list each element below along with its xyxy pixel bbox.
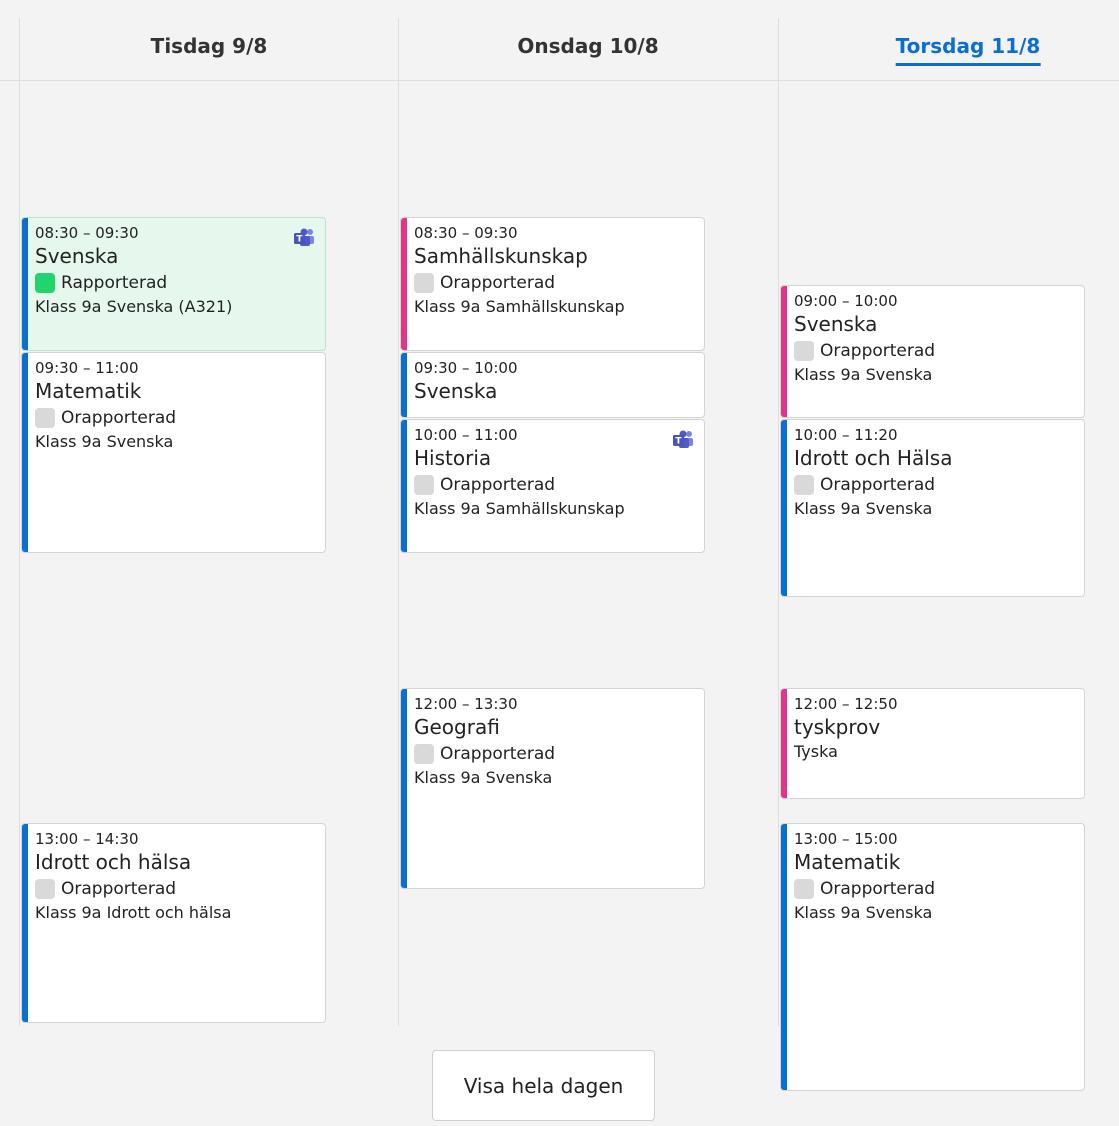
status-indicator bbox=[794, 340, 814, 361]
event-accent bbox=[401, 689, 407, 888]
event-card[interactable]: 09:00 – 10:00 Svenska Orapporterad Klass 9a… bbox=[780, 284, 1085, 418]
event-card[interactable]: 09:30 – 11:00 Matematik Orapporterad Klass … bbox=[21, 351, 326, 553]
event-group: Klass 9a Idrott och hälsa bbox=[35, 902, 232, 922]
svg-text:T: T bbox=[296, 235, 303, 245]
event-card[interactable]: 10:00 – 11:20 Idrott och Hälsa Orapportera… bbox=[780, 419, 1085, 598]
event-card[interactable]: 09:30 – 10:00 Svenska bbox=[400, 351, 705, 418]
event-time: 13:00 – 14:30 bbox=[35, 829, 139, 848]
event-status: Rapporterad bbox=[35, 271, 315, 295]
event-accent bbox=[22, 352, 28, 552]
event-accent bbox=[781, 823, 787, 1090]
status-label: Orapporterad bbox=[820, 340, 936, 361]
event-group: Tyska bbox=[794, 742, 838, 761]
status-label: Orapporterad bbox=[61, 407, 177, 428]
event-accent bbox=[22, 823, 28, 1023]
event-status: Orapporterad bbox=[794, 339, 1074, 363]
day-header[interactable]: Torsdag 11/8 bbox=[895, 34, 1041, 66]
event-time: 10:00 – 11:00 bbox=[414, 426, 518, 444]
day-column bbox=[19, 18, 399, 1026]
event-accent bbox=[22, 218, 28, 350]
status-indicator bbox=[35, 407, 55, 428]
event-time: 09:00 – 10:00 bbox=[794, 291, 898, 310]
event-time: 12:00 – 12:50 bbox=[794, 695, 898, 713]
teams-badge: T bbox=[293, 228, 315, 252]
event-status: Orapporterad bbox=[794, 473, 1074, 497]
event-card[interactable]: 13:00 – 14:30 Idrott och hälsa Orapportera… bbox=[21, 822, 326, 1024]
event-accent bbox=[781, 420, 787, 597]
event-title: Idrott och hälsa bbox=[35, 849, 192, 874]
event-group: Klass 9a Svenska bbox=[414, 768, 553, 787]
status-indicator bbox=[35, 273, 55, 294]
event-time: 13:00 – 15:00 bbox=[794, 829, 898, 848]
event-time: 08:30 – 09:30 bbox=[35, 224, 139, 243]
event-card[interactable]: 13:00 – 15:00 Matematik Orapporterad Klass … bbox=[780, 822, 1085, 1091]
header-divider bbox=[0, 80, 1119, 81]
event-card[interactable]: 10:00 – 11:00 Historia Orapporterad Klass 9… bbox=[400, 419, 705, 553]
event-time: 09:30 – 10:00 bbox=[414, 358, 518, 377]
event-card[interactable]: 12:00 – 12:50 tyskprov Tyska bbox=[780, 688, 1085, 800]
event-status: Orapporterad bbox=[35, 406, 315, 430]
event-card[interactable]: 08:30 – 09:30 Samhällskunskap Orapporterad… bbox=[400, 217, 705, 351]
status-label: Orapporterad bbox=[440, 273, 556, 294]
event-status: Orapporterad bbox=[414, 473, 694, 497]
status-indicator bbox=[794, 475, 814, 495]
event-card[interactable]: 08:30 – 09:30 Svenska Rapporterad Klass 9a … bbox=[21, 217, 326, 351]
event-group: Klass 9a Svenska bbox=[35, 431, 174, 451]
status-label: Orapporterad bbox=[820, 878, 936, 899]
event-accent bbox=[401, 420, 407, 552]
teams-icon: T bbox=[294, 228, 314, 247]
day-header[interactable]: Onsdag 10/8 bbox=[517, 34, 659, 58]
event-time: 09:30 – 11:00 bbox=[35, 358, 139, 377]
event-time: 12:00 – 13:30 bbox=[414, 695, 518, 713]
event-title: Samhällskunskap bbox=[414, 244, 588, 269]
event-status: Orapporterad bbox=[35, 877, 315, 901]
event-title: Geografi bbox=[414, 715, 500, 739]
event-accent bbox=[401, 218, 407, 350]
event-status: Orapporterad bbox=[794, 877, 1074, 901]
event-time: 10:00 – 11:20 bbox=[794, 426, 898, 444]
event-title: Idrott och Hälsa bbox=[794, 446, 953, 470]
event-status: Orapporterad bbox=[414, 271, 694, 295]
status-indicator bbox=[414, 744, 434, 764]
show-full-day-button[interactable]: Visa hela dagen bbox=[432, 1050, 655, 1121]
event-title: Svenska bbox=[794, 311, 878, 336]
event-accent bbox=[781, 689, 787, 799]
event-group: Klass 9a Svenska bbox=[794, 364, 933, 384]
event-group: Klass 9a Samhällskunskap bbox=[414, 499, 625, 518]
event-status: Orapporterad bbox=[414, 742, 694, 766]
event-time: 08:30 – 09:30 bbox=[414, 224, 518, 243]
event-title: Svenska bbox=[35, 244, 119, 269]
status-indicator bbox=[414, 273, 434, 294]
status-indicator bbox=[414, 475, 434, 495]
event-group: Klass 9a Svenska bbox=[794, 499, 933, 518]
event-group: Klass 9a Svenska bbox=[794, 902, 933, 922]
event-title: Matematik bbox=[794, 849, 901, 874]
event-card[interactable]: 12:00 – 13:30 Geografi Orapporterad Klass 9… bbox=[400, 688, 705, 889]
status-label: Orapporterad bbox=[440, 744, 556, 764]
event-accent bbox=[401, 352, 407, 417]
event-title: Svenska bbox=[414, 378, 498, 403]
status-label: Orapporterad bbox=[820, 475, 936, 495]
event-title: Historia bbox=[414, 446, 492, 470]
event-accent bbox=[781, 285, 787, 417]
event-title: tyskprov bbox=[794, 715, 881, 739]
event-title: Matematik bbox=[35, 378, 142, 403]
event-group: Klass 9a Svenska (A321) bbox=[35, 297, 233, 317]
day-header[interactable]: Tisdag 9/8 bbox=[150, 34, 268, 58]
status-indicator bbox=[794, 878, 814, 899]
teams-icon: T bbox=[673, 430, 693, 448]
status-label: Orapporterad bbox=[440, 475, 556, 495]
teams-badge: T bbox=[672, 430, 694, 454]
status-label: Rapporterad bbox=[61, 273, 168, 294]
status-label: Orapporterad bbox=[61, 878, 177, 899]
status-indicator bbox=[35, 878, 55, 899]
svg-text:T: T bbox=[675, 437, 682, 447]
event-group: Klass 9a Samhällskunskap bbox=[414, 297, 625, 317]
day-column bbox=[398, 18, 779, 1026]
day-column bbox=[778, 18, 1119, 1026]
